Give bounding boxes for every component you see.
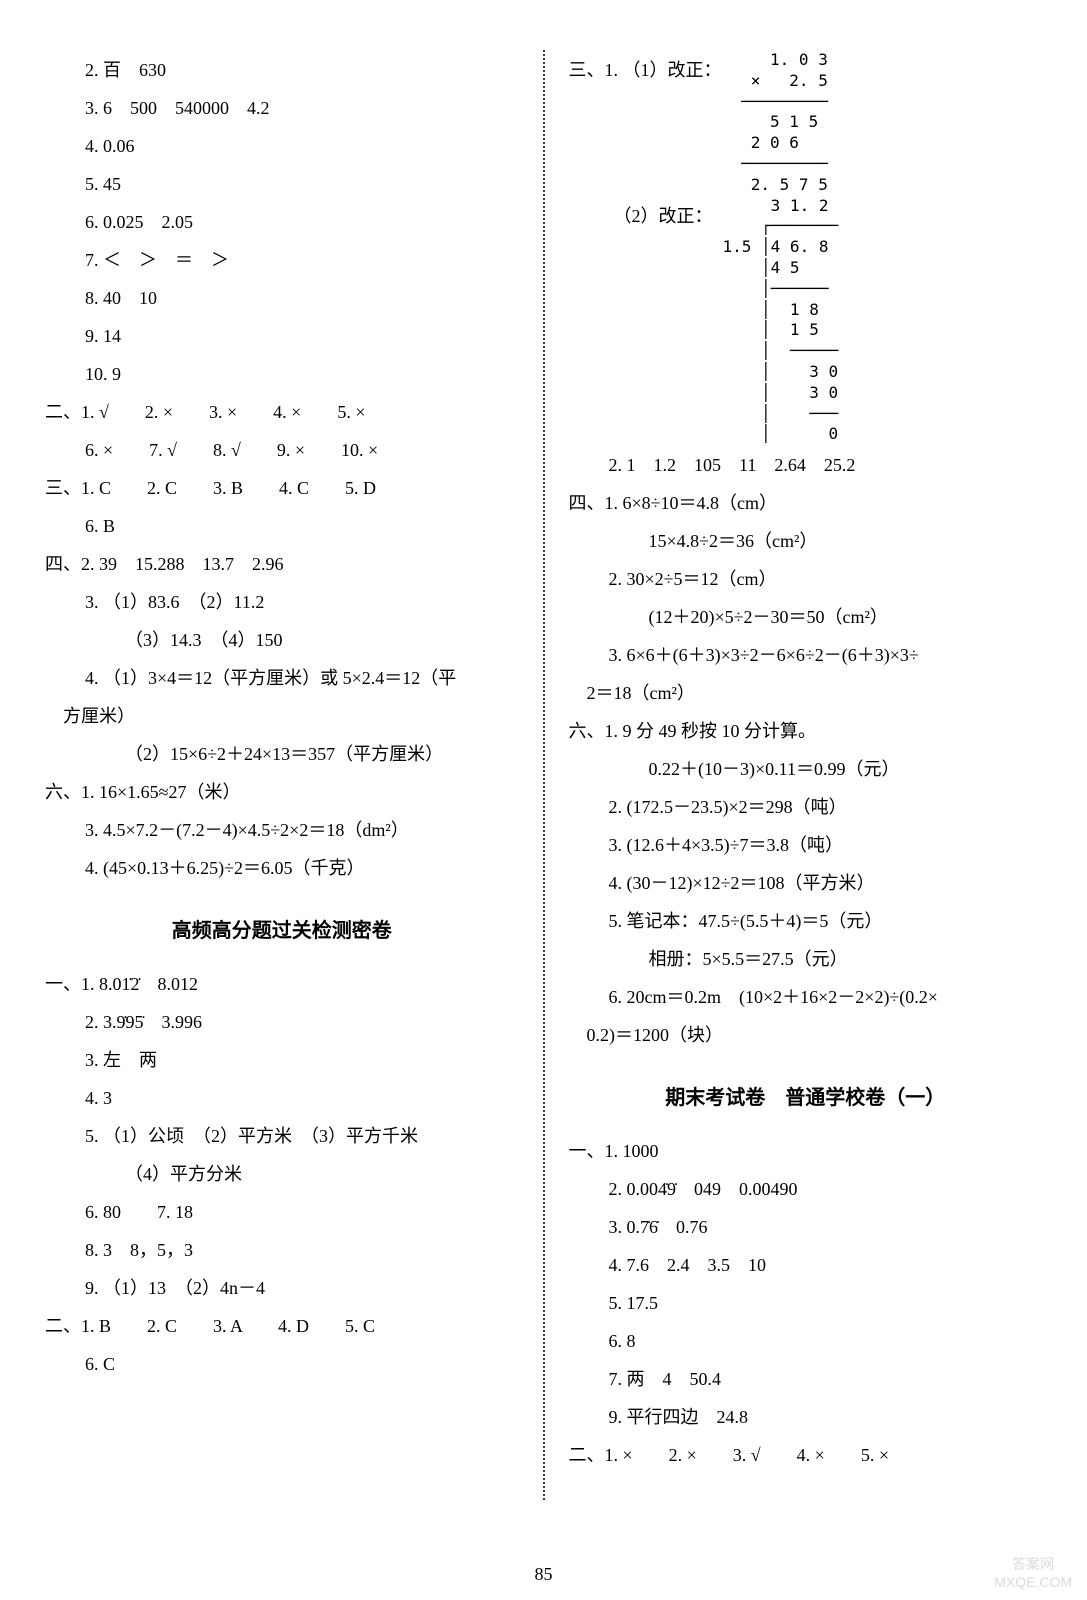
text-line: 0.22＋(10－3)×0.11＝0.99（元） (569, 751, 1043, 787)
text-line: 5. 45 (45, 166, 519, 202)
calc-row: 三、1. （1）改正： 1. 0 3 × 2. 5 ───────── 5 1 … (569, 50, 1043, 196)
text-line: （4）平方分米 (45, 1156, 519, 1192)
text-line: 6. 20cm＝0.2m (10×2＋16×2－2×2)÷(0.2× (569, 979, 1043, 1015)
section-title: 高频高分题过关检测密卷 (45, 911, 519, 951)
text-line: （3）14.3 （4）150 (45, 622, 519, 658)
text-line: 一、1. 1000 (569, 1133, 1043, 1169)
text-line: 3. 4.5×7.2－(7.2－4)×4.5÷2×2＝18（dm²） (45, 812, 519, 848)
column-divider (543, 50, 545, 1500)
text-line: 二、1. √ 2. × 3. × 4. × 5. × (45, 394, 519, 430)
text-line: 5. 笔记本：47.5÷(5.5＋4)＝5（元） (569, 903, 1043, 939)
text-line: 6. 0.025 2.05 (45, 204, 519, 240)
text-line: 方厘米） (45, 698, 519, 734)
text-line: 9. 平行四边 24.8 (569, 1399, 1043, 1435)
text-line: 9. （1）13 （2）4n－4 (45, 1270, 519, 1306)
text-line: 3. 左 两 (45, 1042, 519, 1078)
watermark-bottom: MXQE.COM (994, 1574, 1072, 1590)
text-line: 二、1. × 2. × 3. √ 4. × 5. × (569, 1437, 1043, 1473)
text-line: 六、1. 16×1.65≈27（米） (45, 774, 519, 810)
text-line: 8. 40 10 (45, 280, 519, 316)
calc-label: （2）改正： (569, 198, 713, 234)
text-line: 二、1. B 2. C 3. A 4. D 5. C (45, 1308, 519, 1344)
text-line: 9. 14 (45, 318, 519, 354)
page-number: 85 (535, 1564, 553, 1585)
text-line: 5. （1）公顷 （2）平方米 （3）平方千米 (45, 1118, 519, 1154)
watermark-top: 答案网 (994, 1554, 1072, 1574)
text-line: 2. 30×2÷5＝12（cm） (569, 561, 1043, 597)
division-work: 3 1. 2 ┌─────── 1.5 │4 6. 8 │4 5 │──────… (723, 196, 839, 446)
text-line: 6. 8 (569, 1323, 1043, 1359)
text-line: 3. 0.7̇6̇ 0.76 (569, 1209, 1043, 1245)
text-line: 2. 3.9̇95̇ 3.996 (45, 1004, 519, 1040)
calc-row: （2）改正： 3 1. 2 ┌─────── 1.5 │4 6. 8 │4 5 … (569, 196, 1043, 446)
text-line: 3. (12.6＋4×3.5)÷7＝3.8（吨） (569, 827, 1043, 863)
text-line: 四、1. 6×8÷10＝4.8（cm） (569, 485, 1043, 521)
right-column: 三、1. （1）改正： 1. 0 3 × 2. 5 ───────── 5 1 … (544, 50, 1058, 1500)
text-line: 0.2)＝1200（块） (569, 1017, 1043, 1053)
left-column: 2. 百 6303. 6 500 540000 4.24. 0.065. 456… (30, 50, 544, 1500)
text-line: 6. × 7. √ 8. √ 9. × 10. × (45, 432, 519, 468)
text-line: 2. 0.004̇9̇ 049 0.00490 (569, 1171, 1043, 1207)
text-line: （2）15×6÷2＋24×13＝357（平方厘米） (45, 736, 519, 772)
text-line: 10. 9 (45, 356, 519, 392)
text-line: 6. B (45, 508, 519, 544)
text-line: 六、1. 9 分 49 秒按 10 分计算。 (569, 713, 1043, 749)
text-line: 2＝18（cm²） (569, 675, 1043, 711)
text-line: 一、1. 8.01̇2̇ 8.012 (45, 966, 519, 1002)
text-line: 15×4.8÷2＝36（cm²） (569, 523, 1043, 559)
multiplication-work: 1. 0 3 × 2. 5 ───────── 5 1 5 2 0 6 ────… (732, 50, 828, 196)
text-line: 7. ＜ ＞ ＝ ＞ (45, 242, 519, 278)
watermark: 答案网 MXQE.COM (994, 1554, 1072, 1590)
text-line: 6. 80 7. 18 (45, 1194, 519, 1230)
text-line: 2. (172.5－23.5)×2＝298（吨） (569, 789, 1043, 825)
text-line: 4. 7.6 2.4 3.5 10 (569, 1247, 1043, 1283)
text-line: 8. 3 8，5，3 (45, 1232, 519, 1268)
text-line: 4. 3 (45, 1080, 519, 1116)
text-line: 3. 6 500 540000 4.2 (45, 90, 519, 126)
text-line: 3. 6×6＋(6＋3)×3÷2－6×6÷2－(6＋3)×3÷ (569, 637, 1043, 673)
text-line: 三、1. C 2. C 3. B 4. C 5. D (45, 470, 519, 506)
text-line: 4. （1）3×4＝12（平方厘米）或 5×2.4＝12（平 (45, 660, 519, 696)
section-title: 期末考试卷 普通学校卷（一） (569, 1078, 1043, 1118)
text-line: 2. 1 1.2 105 11 2.64 25.2 (569, 447, 1043, 483)
text-line: 4. (30－12)×12÷2＝108（平方米） (569, 865, 1043, 901)
calc-label: 三、1. （1）改正： (569, 52, 722, 88)
text-line: 4. (45×0.13＋6.25)÷2＝6.05（千克） (45, 850, 519, 886)
text-line: 5. 17.5 (569, 1285, 1043, 1321)
text-line: 3. （1）83.6 （2）11.2 (45, 584, 519, 620)
text-line: 7. 两 4 50.4 (569, 1361, 1043, 1397)
text-line: 相册：5×5.5＝27.5（元） (569, 941, 1043, 977)
text-line: (12＋20)×5÷2－30＝50（cm²） (569, 599, 1043, 635)
text-line: 2. 百 630 (45, 52, 519, 88)
text-line: 6. C (45, 1346, 519, 1382)
text-line: 4. 0.06 (45, 128, 519, 164)
page-container: 2. 百 6303. 6 500 540000 4.24. 0.065. 456… (30, 50, 1057, 1500)
text-line: 四、2. 39 15.288 13.7 2.96 (45, 546, 519, 582)
